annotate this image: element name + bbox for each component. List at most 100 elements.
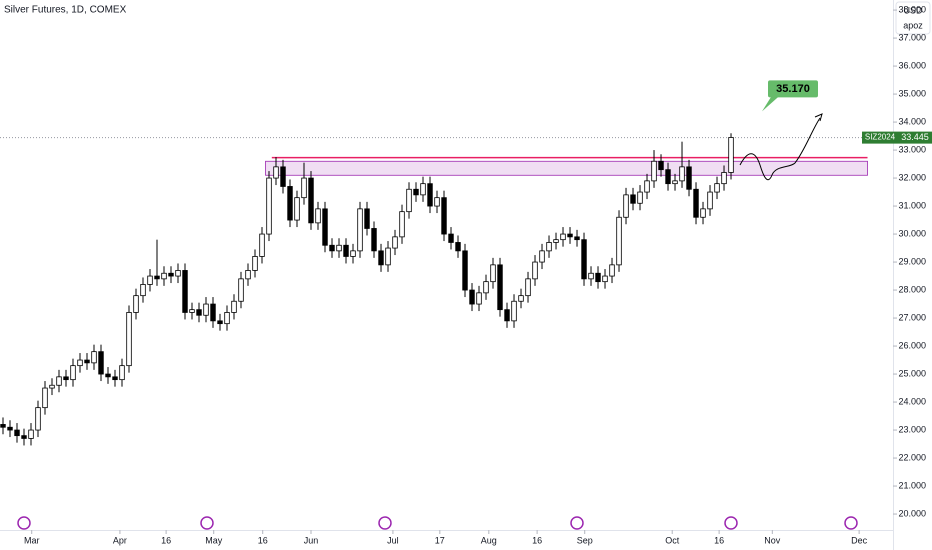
candle-body (476, 292, 482, 305)
candle-body (161, 272, 167, 280)
candle-body (581, 239, 587, 280)
candle-body (63, 376, 69, 381)
candle-body (84, 359, 90, 364)
candle-body (455, 242, 461, 252)
event-icon[interactable] (378, 516, 392, 530)
candle-body (707, 191, 713, 210)
candle-body (399, 211, 405, 238)
candle-body (490, 264, 496, 283)
candle-body (203, 303, 209, 316)
candle-body (665, 169, 671, 185)
candle-body (0, 424, 6, 428)
candle-body (14, 429, 20, 437)
candle-body (273, 166, 279, 179)
candle-body (49, 384, 55, 389)
y-tick-label: 27.000 (898, 312, 926, 322)
candle-body (35, 407, 41, 431)
candle-body (539, 250, 545, 263)
event-icon[interactable] (724, 516, 738, 530)
candle-body (672, 180, 678, 185)
candle-body (329, 244, 335, 252)
candle-body (210, 303, 216, 322)
x-tick-label: Nov (764, 535, 781, 545)
y-tick-label: 36.000 (898, 60, 926, 70)
candle-body (588, 272, 594, 280)
last-price-label: 33.445 (901, 132, 929, 142)
candle-body (147, 275, 153, 285)
candle-body (217, 320, 223, 325)
y-tick-label: 23.000 (898, 424, 926, 434)
candle-body (364, 208, 370, 229)
y-tick-label: 26.000 (898, 340, 926, 350)
candle-body (441, 197, 447, 235)
candle-body (175, 270, 181, 277)
candle-body (469, 289, 475, 305)
candle-body (693, 188, 699, 218)
candle-body (595, 272, 601, 283)
candle-body (294, 197, 300, 221)
candle-body (378, 250, 384, 266)
y-tick-label: 29.000 (898, 256, 926, 266)
y-tick-label: 21.000 (898, 480, 926, 490)
candle-body (483, 281, 489, 294)
candle-body (119, 365, 125, 381)
candle-body (259, 233, 265, 257)
candle-body (280, 166, 286, 187)
candle-body (301, 177, 307, 199)
candle-body (434, 197, 440, 207)
event-icon[interactable] (17, 516, 31, 530)
candle-body (518, 295, 524, 302)
candle-body (406, 188, 412, 213)
candle-body (560, 233, 566, 241)
last-price-badge (898, 131, 932, 144)
candle-body (385, 247, 391, 266)
candle-body (238, 278, 244, 302)
candle-body (42, 387, 48, 409)
candle-body (322, 208, 328, 246)
candle-body (336, 244, 342, 252)
candle-body (721, 172, 727, 185)
event-icon[interactable] (844, 516, 858, 530)
plot-area (0, 133, 893, 446)
candle-body (658, 160, 664, 171)
candle-body (357, 208, 363, 252)
candle-body (714, 183, 720, 193)
candle-body (189, 309, 195, 313)
projection-path (739, 117, 821, 181)
candle-body (511, 300, 517, 322)
y-tick-label: 31.000 (898, 200, 926, 210)
candle-body (154, 275, 160, 280)
y-tick-label: 37.000 (898, 32, 926, 42)
symbol-badge (862, 131, 898, 144)
candle-body (7, 426, 13, 431)
candle-body (546, 242, 552, 252)
x-tick-label: Aug (481, 535, 497, 545)
event-icon[interactable] (200, 516, 214, 530)
target-label: 35.170 (776, 83, 810, 95)
candle-body (98, 351, 104, 375)
candle-body (630, 194, 636, 204)
y-tick-label: 38.000 (898, 4, 926, 14)
candle-body (623, 194, 629, 218)
candle-body (245, 270, 251, 280)
event-icon[interactable] (570, 516, 584, 530)
x-tick-label: Dec (851, 535, 868, 545)
candle-body (133, 295, 139, 313)
candle-body (497, 264, 503, 311)
candle-body (686, 166, 692, 190)
candle-body (609, 264, 615, 277)
candle-body (413, 188, 419, 196)
candle-body (525, 278, 531, 297)
candle-body (77, 359, 83, 367)
x-tick-label: Oct (665, 535, 680, 545)
projection-arrow (814, 113, 823, 122)
candle-body (420, 183, 426, 196)
y-tick-label: 22.000 (898, 452, 926, 462)
candle-body (196, 309, 202, 316)
x-tick-label: Mar (24, 535, 40, 545)
symbol-label: SIZ2024 (865, 133, 896, 142)
candle-body (532, 261, 538, 280)
candle-body (700, 208, 706, 218)
currency-box[interactable] (895, 1, 931, 35)
